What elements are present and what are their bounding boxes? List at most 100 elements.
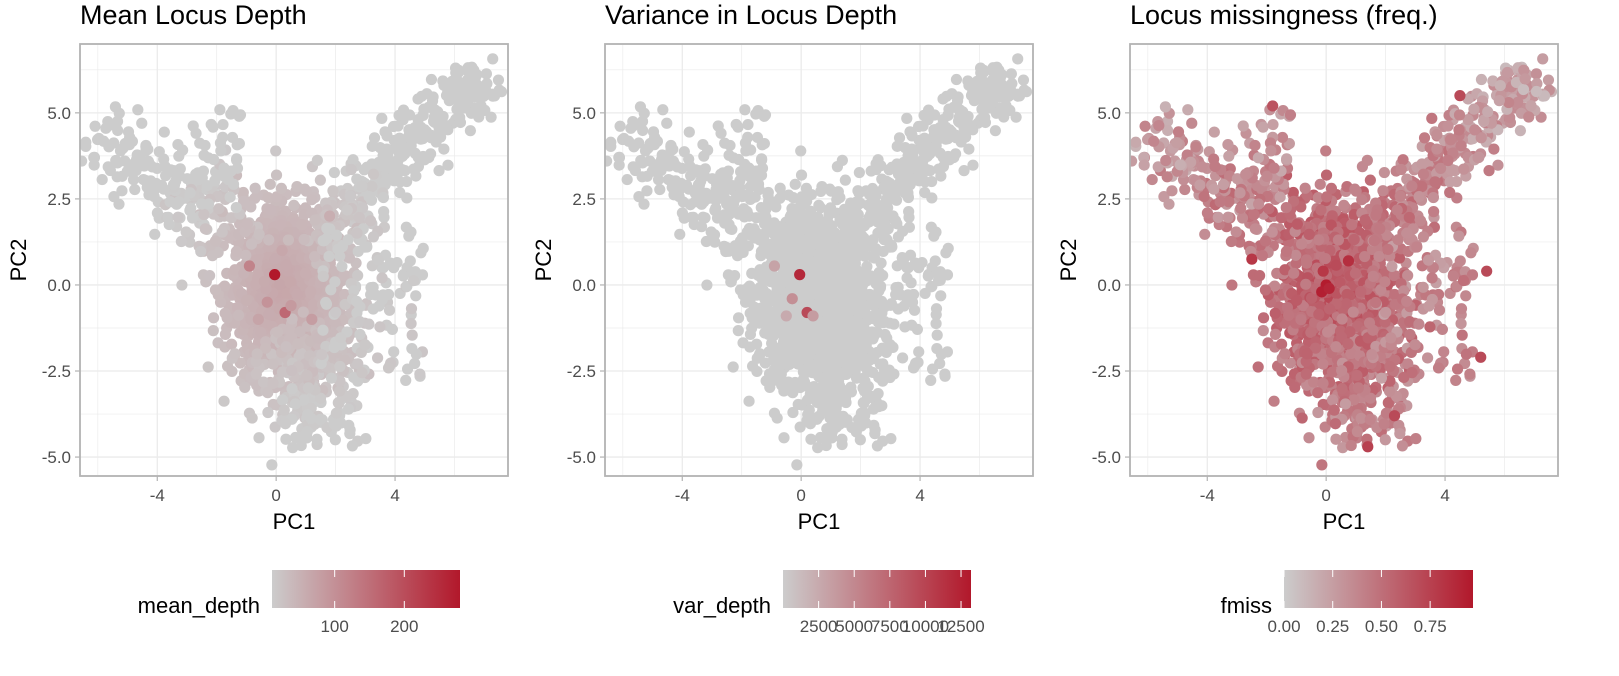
data-point — [356, 180, 368, 192]
data-point — [906, 129, 918, 141]
data-point — [211, 170, 223, 182]
data-point — [647, 126, 660, 138]
data-point — [276, 394, 289, 406]
data-point — [866, 204, 878, 216]
data-point — [1005, 85, 1018, 98]
data-point — [706, 173, 718, 185]
data-point — [309, 250, 321, 263]
data-point — [187, 120, 199, 132]
data-point — [676, 207, 689, 219]
data-point — [363, 318, 375, 330]
data-point — [384, 162, 397, 174]
data-point — [660, 156, 672, 168]
data-point — [953, 114, 965, 126]
data-point-highlight — [794, 269, 806, 281]
data-point — [480, 85, 493, 98]
data-point — [627, 161, 639, 173]
data-point — [759, 109, 772, 121]
data-point — [792, 398, 804, 411]
data-point — [176, 279, 188, 291]
data-point — [1303, 432, 1315, 444]
data-point — [344, 190, 356, 202]
data-point — [280, 433, 292, 445]
data-point — [859, 375, 871, 387]
data-point — [724, 223, 736, 235]
data-point — [316, 348, 328, 361]
data-point — [433, 165, 445, 177]
data-point — [219, 307, 231, 319]
data-point — [958, 165, 970, 177]
data-point — [361, 241, 373, 253]
data-point — [464, 125, 477, 137]
data-point — [967, 159, 979, 171]
data-point — [414, 368, 426, 380]
data-point — [778, 228, 790, 240]
data-point — [937, 114, 949, 126]
data-point — [738, 203, 750, 215]
data-point — [697, 211, 709, 223]
data-point — [734, 284, 747, 296]
data-point — [272, 326, 284, 338]
data-point — [381, 143, 393, 155]
data-point — [687, 211, 699, 223]
data-point — [684, 160, 696, 173]
y-tick-label: 5.0 — [47, 104, 71, 123]
data-point — [886, 241, 898, 253]
data-point — [827, 382, 839, 394]
data-point — [863, 269, 875, 282]
data-point — [791, 459, 803, 471]
data-point — [824, 267, 837, 279]
data-point — [857, 243, 869, 256]
data-point — [734, 235, 747, 247]
data-point — [700, 235, 712, 248]
data-point — [412, 93, 424, 105]
data-point — [919, 186, 931, 199]
data-point — [394, 134, 407, 146]
data-point — [689, 196, 701, 208]
data-point — [839, 392, 852, 404]
data-point — [855, 306, 867, 319]
data-point — [766, 218, 778, 230]
data-point — [305, 412, 317, 424]
data-point — [255, 326, 267, 339]
data-point — [993, 64, 1005, 76]
data-point — [158, 126, 170, 138]
data-point — [199, 223, 211, 235]
data-point — [787, 406, 799, 419]
data-point — [383, 304, 396, 316]
data-point — [787, 387, 799, 399]
data-point — [623, 135, 635, 147]
data-point — [919, 134, 932, 146]
data-point — [88, 159, 100, 171]
data-point — [888, 318, 900, 330]
data-point — [930, 317, 942, 330]
data-point — [410, 348, 422, 360]
data-point — [451, 66, 464, 79]
data-point — [879, 328, 891, 341]
data-point — [743, 162, 755, 174]
data-point — [199, 139, 211, 152]
y-tick-label: 2.5 — [47, 190, 71, 209]
data-point-highlight — [252, 313, 264, 325]
data-point — [394, 186, 406, 199]
data-point — [209, 284, 222, 296]
data-point — [823, 233, 835, 246]
y-axis-title: PC2 — [6, 239, 31, 282]
data-point — [286, 383, 298, 395]
data-point — [654, 183, 666, 196]
data-point — [364, 215, 377, 227]
data-point — [744, 307, 756, 319]
data-point — [80, 136, 92, 148]
data-point — [711, 212, 724, 224]
data-point — [854, 434, 866, 446]
data-point — [776, 348, 788, 360]
data-point — [328, 166, 340, 179]
data-point — [926, 363, 939, 375]
data-point — [888, 190, 900, 203]
data-point — [129, 183, 141, 196]
data-point — [762, 186, 774, 199]
data-point-highlight — [261, 296, 273, 308]
y-tick-label: -5.0 — [42, 448, 71, 467]
data-point — [294, 326, 306, 338]
